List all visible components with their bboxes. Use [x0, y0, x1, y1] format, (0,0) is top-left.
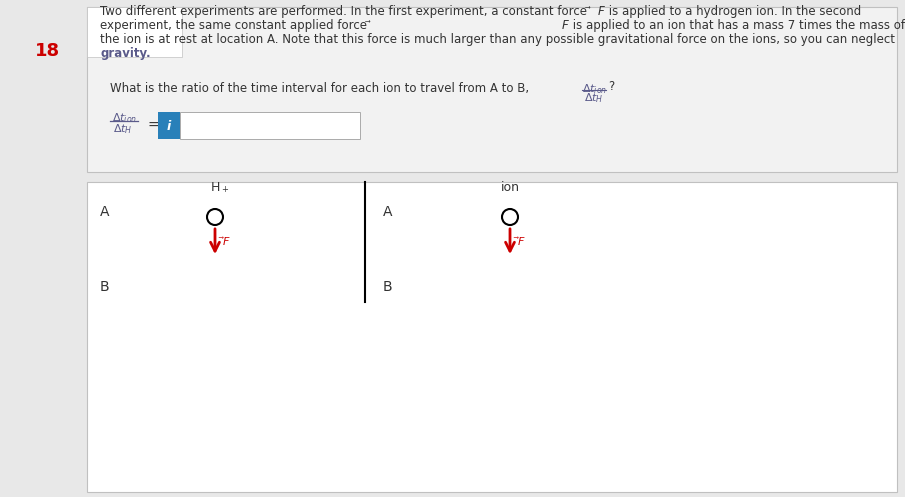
- Text: +: +: [221, 185, 228, 194]
- Text: Two different experiments are performed. In the first experiment, a constant for: Two different experiments are performed.…: [100, 5, 591, 18]
- Text: A: A: [383, 205, 393, 219]
- Text: 18: 18: [34, 42, 60, 60]
- Text: i: i: [167, 119, 171, 133]
- Text: =: =: [147, 119, 158, 133]
- Text: ⃗F: ⃗F: [223, 237, 229, 247]
- Text: $\Delta t_{ion}$: $\Delta t_{ion}$: [112, 111, 138, 125]
- Text: $\Delta t_H$: $\Delta t_H$: [584, 91, 604, 105]
- Text: ion: ion: [500, 181, 519, 194]
- Text: $\Delta t_{ion}$: $\Delta t_{ion}$: [582, 82, 607, 96]
- Text: experiment, the same constant applied force ⃗: experiment, the same constant applied fo…: [100, 19, 371, 32]
- Bar: [180, 112, 360, 139]
- Bar: [87, 7, 897, 172]
- Text: gravity.: gravity.: [100, 47, 150, 60]
- Text: B: B: [383, 280, 393, 294]
- Text: F: F: [598, 5, 605, 18]
- Text: A: A: [100, 205, 110, 219]
- Text: ?: ?: [608, 81, 614, 93]
- Text: is applied to a hydrogen ion. In the second: is applied to a hydrogen ion. In the sec…: [605, 5, 862, 18]
- Text: $\Delta t_H$: $\Delta t_H$: [113, 122, 133, 136]
- Text: ⃗F: ⃗F: [518, 237, 524, 247]
- Text: F: F: [562, 19, 568, 32]
- Text: What is the ratio of the time interval for each ion to travel from A to B,: What is the ratio of the time interval f…: [110, 82, 529, 95]
- Bar: [87, 182, 897, 492]
- Bar: [87, 7, 182, 57]
- Text: the ion is at rest at location A. Note that this force is much larger than any p: the ion is at rest at location A. Note t…: [100, 33, 895, 46]
- Text: is applied to an ion that has a mass 7 times the mass of hydrogen. In each exper: is applied to an ion that has a mass 7 t…: [569, 19, 905, 32]
- Text: H: H: [210, 181, 220, 194]
- Bar: [158, 112, 180, 139]
- Text: B: B: [100, 280, 110, 294]
